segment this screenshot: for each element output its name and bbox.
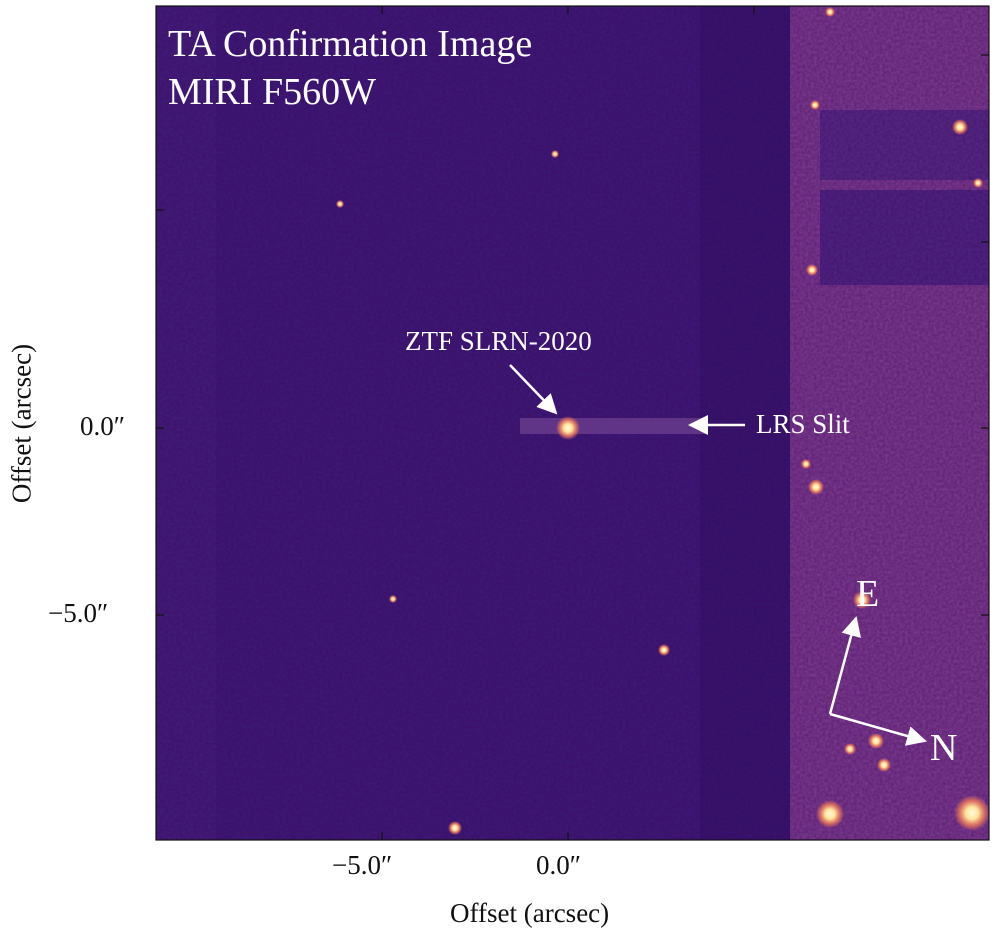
star (801, 459, 811, 469)
y-axis-title: Offset (arcsec) (6, 343, 37, 504)
star (336, 200, 344, 208)
star (973, 178, 983, 188)
star (806, 264, 818, 276)
target-arrow (509, 364, 558, 415)
compass-east-label: E (856, 573, 879, 615)
y-tick-label: −5.0″ (48, 598, 109, 628)
x-tick-label: 0.0″ (536, 850, 581, 880)
image-panel (156, 6, 989, 840)
star (816, 800, 844, 828)
star (389, 595, 397, 603)
compass-north-arrow (829, 712, 927, 746)
slit-streak (520, 418, 705, 434)
star (658, 644, 670, 656)
star (877, 758, 891, 772)
star (551, 150, 559, 158)
star (853, 591, 871, 609)
star (448, 821, 462, 835)
x-tick-label: −5.0″ (332, 850, 393, 880)
slit-label: LRS Slit (756, 409, 850, 439)
title-line-2: MIRI F560W (168, 71, 376, 113)
compass-east-arrow (828, 616, 861, 715)
star (808, 479, 824, 495)
target-label: ZTF SLRN-2020 (405, 326, 592, 356)
target-source (556, 416, 580, 440)
panel-frame (155, 5, 990, 841)
compass-north-label: N (930, 727, 957, 769)
star (810, 100, 820, 110)
title-line-1: TA Confirmation Image (168, 23, 532, 65)
star (868, 733, 884, 749)
star (825, 7, 835, 17)
x-axis-title: Offset (arcsec) (450, 898, 610, 928)
y-tick-label: 0.0″ (80, 411, 125, 441)
star (952, 119, 968, 135)
compass-rose: E N (828, 573, 957, 769)
star (954, 795, 989, 831)
star (844, 743, 856, 755)
ticks (156, 6, 989, 840)
